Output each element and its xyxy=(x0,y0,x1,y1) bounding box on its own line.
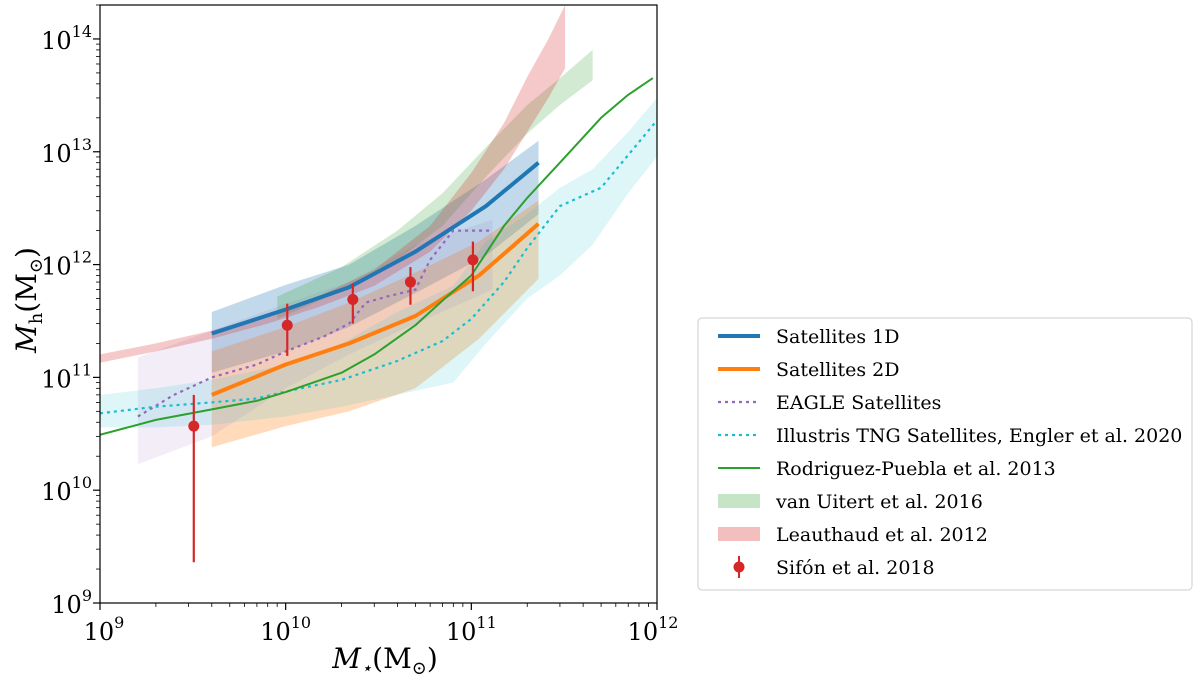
legend-label-rodriguez-puebla-et-al-2013: Rodriguez-Puebla et al. 2013 xyxy=(776,458,1056,480)
sifon-point xyxy=(404,276,416,288)
y-tick-label: 1010 xyxy=(41,473,92,506)
legend-label-leauthaud-et-al-2012: Leauthaud et al. 2012 xyxy=(776,524,988,546)
y-axis-title: Mh(M⊙) xyxy=(10,247,47,354)
x-tick-label: 109 xyxy=(84,613,125,646)
x-tick-label: 1011 xyxy=(446,613,497,646)
sifon-point xyxy=(467,254,479,266)
legend-swatch-van-uitert-et-al-2016 xyxy=(718,494,760,508)
legend-frame xyxy=(697,317,1193,591)
axis-ticks: 109 1010 1011 1012 109 1010 1011 1012 1013 1014 xyxy=(41,4,679,646)
y-tick-label: 1013 xyxy=(41,135,92,168)
legend-swatch-sif-n-et-al-2018 xyxy=(733,561,745,573)
legend-label-illustris-tng-satellites-engler-et-al-2020: Illustris TNG Satellites, Engler et al. … xyxy=(776,425,1182,447)
x-axis-title: M⋆(M⊙) xyxy=(331,642,438,679)
van-uitert-et-al-2016-band xyxy=(277,49,593,319)
satellites-1d-band xyxy=(211,140,539,373)
rodriguez-puebla-et-al-2013-line xyxy=(100,77,654,436)
satellites-2d-line xyxy=(211,222,540,397)
legend-label-satellites-2d: Satellites 2D xyxy=(776,359,899,381)
eagle-satellites-line xyxy=(137,229,493,418)
legend-label-eagle-satellites: EAGLE Satellites xyxy=(776,392,941,414)
illustris-tng-satellites-engler-et-al-2020-line xyxy=(100,119,657,415)
satellites-2d-band xyxy=(211,200,539,448)
data-points xyxy=(188,241,479,563)
legend-label-van-uitert-et-al-2016: van Uitert et al. 2016 xyxy=(775,491,983,513)
plot-frame xyxy=(99,4,658,604)
legend: Satellites 1D Satellites 2D EAGLE Satellit… xyxy=(697,317,1193,591)
eagle-satellites-band xyxy=(137,219,493,465)
y-tick-label: 1012 xyxy=(41,248,92,281)
y-tick-label: 1014 xyxy=(41,22,92,55)
x-tick-label: 1010 xyxy=(260,613,311,646)
x-tick-label: 1012 xyxy=(628,613,679,646)
y-tick-label: 1011 xyxy=(41,360,92,393)
sifon-point xyxy=(281,319,293,331)
y-tick-label: 109 xyxy=(51,586,92,619)
legend-label-sif-n-et-al-2018: Sifón et al. 2018 xyxy=(776,557,935,579)
legend-swatch-leauthaud-et-al-2012 xyxy=(718,527,760,541)
sifon-point xyxy=(188,420,200,432)
confidence-bands xyxy=(100,5,657,465)
series-lines xyxy=(100,77,657,436)
sifon-point xyxy=(347,294,359,306)
satellites-1d-line xyxy=(211,161,540,336)
illustris-tng-satellites-engler-et-al-2020-band xyxy=(100,97,657,428)
legend-label-satellites-1d: Satellites 1D xyxy=(776,326,899,348)
